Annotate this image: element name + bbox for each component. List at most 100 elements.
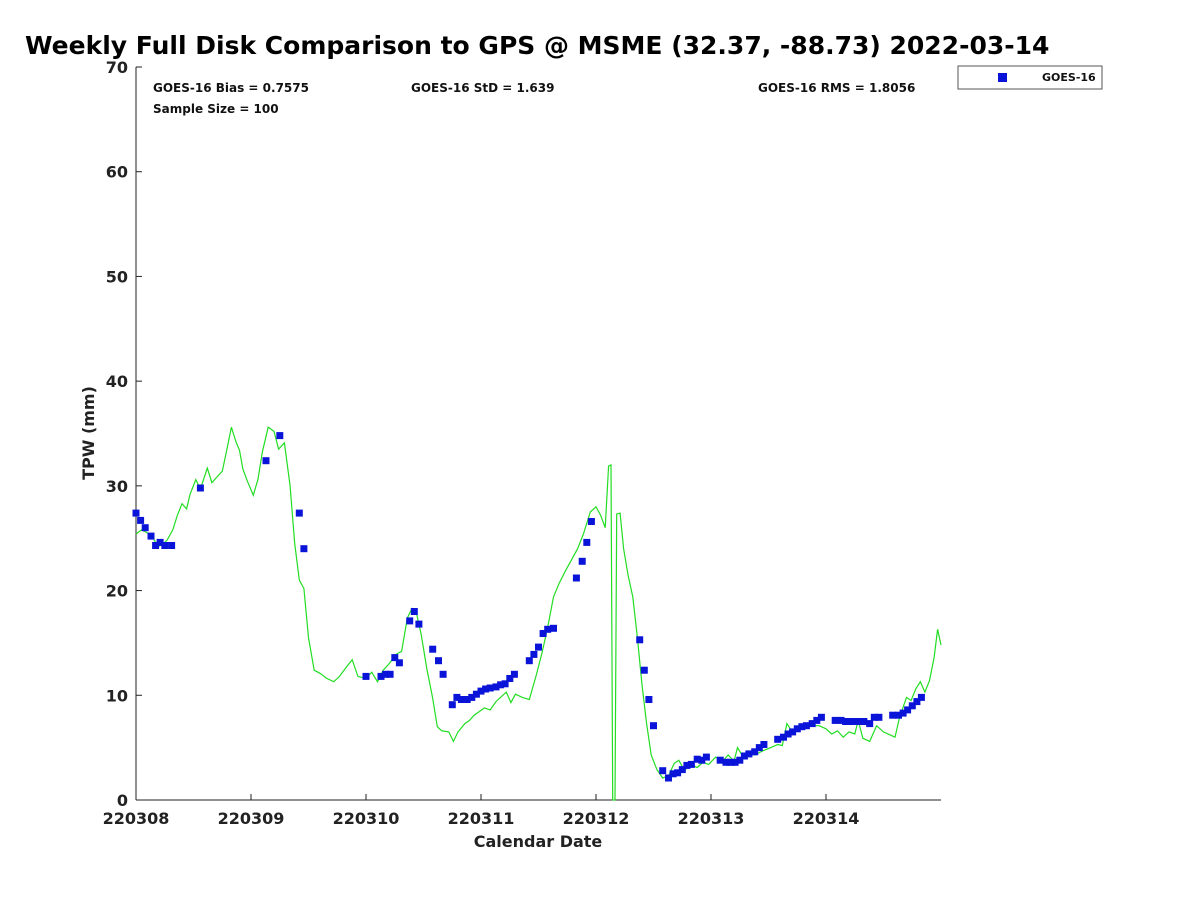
rms-stat: GOES-16 RMS = 1.8056 xyxy=(758,81,915,95)
goes16-point xyxy=(837,716,845,724)
goes16-point xyxy=(486,684,494,692)
goes16-point xyxy=(674,769,682,777)
goes16-point xyxy=(817,713,825,721)
goes16-point xyxy=(132,509,140,517)
goes16-point xyxy=(168,542,176,549)
goes16-point xyxy=(855,718,863,725)
goes16-point xyxy=(510,670,518,678)
goes16-point xyxy=(457,696,465,703)
goes16-point xyxy=(665,774,672,782)
goes16-point xyxy=(377,672,385,680)
x-tick-label: 220311 xyxy=(448,809,515,828)
goes16-point xyxy=(410,608,418,615)
plot-area xyxy=(136,67,941,800)
goes16-point xyxy=(774,735,782,743)
y-tick-label: 20 xyxy=(106,582,128,601)
goes16-point xyxy=(640,666,648,674)
goes16-point xyxy=(429,645,437,653)
y-tick-label: 0 xyxy=(117,791,128,810)
goes16-point xyxy=(846,718,854,725)
y-tick-label: 30 xyxy=(106,477,128,496)
goes16-point xyxy=(813,716,821,724)
std-stat: GOES-16 StD = 1.639 xyxy=(411,81,554,95)
y-tick-label: 70 xyxy=(106,58,128,77)
goes16-point xyxy=(415,620,423,628)
goes16-point xyxy=(382,670,390,678)
goes16-point xyxy=(535,643,542,651)
goes16-point xyxy=(439,670,447,678)
goes16-point xyxy=(751,748,759,756)
goes16-point xyxy=(740,752,748,760)
goes16-point xyxy=(851,718,859,725)
goes16-point xyxy=(262,457,270,465)
goes16-point xyxy=(899,709,907,717)
goes16-point xyxy=(472,690,480,698)
goes16-point xyxy=(793,725,801,733)
goes16-point xyxy=(463,696,471,703)
goes16-point xyxy=(161,542,169,549)
goes16-point xyxy=(798,723,806,731)
x-tick-label: 220313 xyxy=(678,809,745,828)
goes16-point xyxy=(895,711,902,719)
goes16-point xyxy=(550,624,557,632)
goes16-point xyxy=(780,733,787,741)
goes16-point xyxy=(789,728,797,736)
goes16-point xyxy=(808,720,816,728)
goes16-point xyxy=(831,716,839,724)
goes16-point xyxy=(362,672,370,680)
goes16-point xyxy=(395,659,403,667)
x-tick-label: 220308 xyxy=(103,809,170,828)
goes16-point xyxy=(492,683,500,691)
bias-stat: GOES-16 Bias = 0.7575 xyxy=(153,81,309,95)
series-layer xyxy=(132,426,942,801)
goes16-point xyxy=(889,711,897,719)
y-tick-label: 40 xyxy=(106,372,128,391)
goes16-point xyxy=(745,750,753,758)
goes16-point xyxy=(137,516,145,524)
y-ticks: 0 10 20 30 40 50 60 70 xyxy=(106,58,142,810)
goes16-point xyxy=(501,680,509,688)
goes16-point xyxy=(659,767,667,775)
goes16-point xyxy=(583,538,591,546)
y-tick-label: 10 xyxy=(106,686,128,705)
goes16-point xyxy=(678,766,686,774)
goes16-point xyxy=(435,657,442,665)
goes16-point xyxy=(722,758,730,766)
x-tick-label: 220312 xyxy=(563,809,630,828)
legend-label: GOES-16 xyxy=(1042,71,1096,84)
goes16-point xyxy=(802,722,810,730)
goes16-point xyxy=(587,518,595,525)
x-tick-label: 220309 xyxy=(218,809,285,828)
goes16-point xyxy=(683,761,691,769)
goes16-point xyxy=(300,545,308,553)
goes16-point xyxy=(636,636,644,644)
goes16-point xyxy=(391,654,399,662)
goes16-point xyxy=(698,756,706,764)
goes16-point xyxy=(731,758,739,766)
legend: GOES-16 xyxy=(957,65,1103,90)
goes16-point xyxy=(453,693,461,701)
goes16-point xyxy=(539,630,547,637)
sample-size-stat: Sample Size = 100 xyxy=(153,102,279,116)
goes16-point xyxy=(477,687,485,695)
goes16-point xyxy=(386,670,394,678)
goes16-point xyxy=(913,698,921,706)
goes16-point xyxy=(842,718,850,725)
goes16-point xyxy=(870,713,878,721)
goes16-point xyxy=(755,744,763,752)
goes16-point xyxy=(760,741,768,748)
goes16-point xyxy=(578,557,586,565)
goes16-point xyxy=(866,720,874,728)
goes16-point xyxy=(406,617,414,625)
x-tick-label: 220310 xyxy=(333,809,400,828)
goes16-point xyxy=(693,755,701,763)
goes16-point xyxy=(645,696,653,703)
goes16-point xyxy=(544,625,552,633)
goes16-point xyxy=(904,706,912,714)
goes16-point xyxy=(702,753,710,761)
goes16-point xyxy=(152,542,160,549)
x-axis-label: Calendar Date xyxy=(474,832,603,851)
goes16-point xyxy=(908,702,916,710)
goes16-point xyxy=(687,760,695,768)
goes16-point xyxy=(525,657,533,665)
